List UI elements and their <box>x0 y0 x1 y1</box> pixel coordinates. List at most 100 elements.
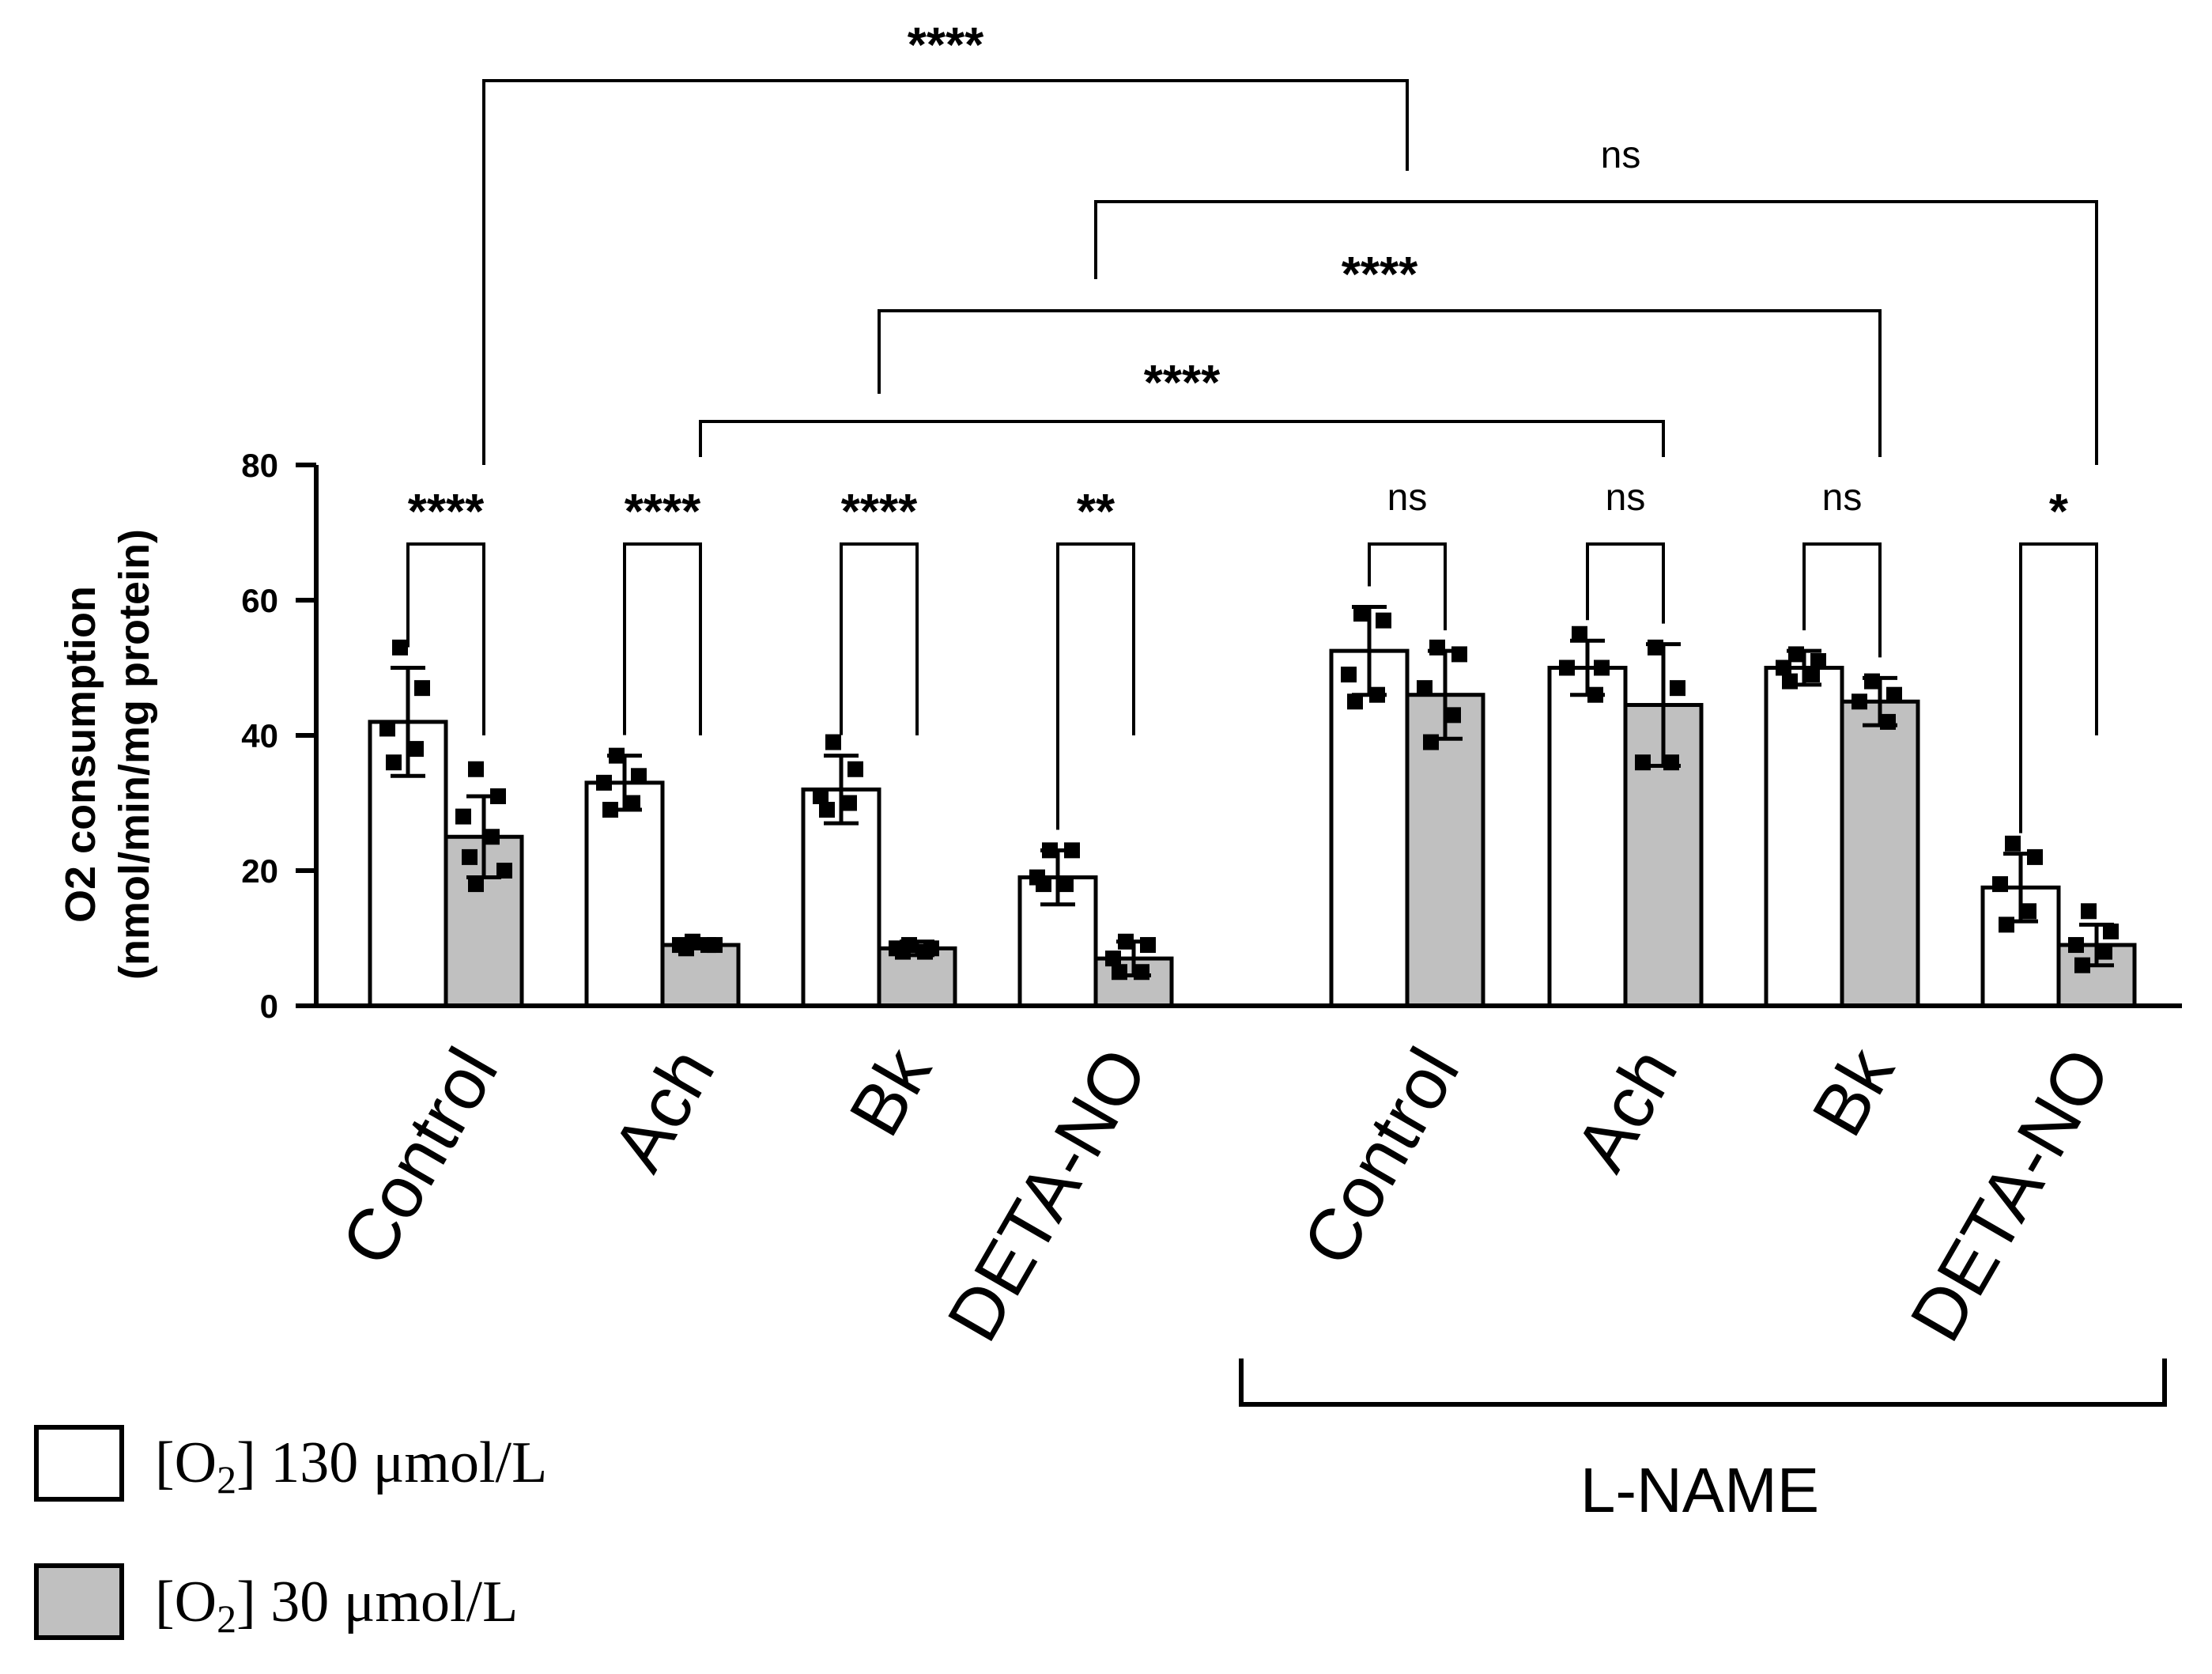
y-tick-label-0: 0 <box>260 988 278 1025</box>
category-label-7: DETA-NO <box>1895 1035 2126 1355</box>
bar-o2-130-4 <box>1329 648 1410 1008</box>
point-o2-130-0-0 <box>392 639 408 656</box>
point-o2-30-0-4 <box>462 848 478 865</box>
legend-swatch-30 <box>34 1563 124 1640</box>
point-o2-130-1-0 <box>609 747 625 764</box>
pair-bracket-4 <box>1368 542 1447 631</box>
point-o2-30-7-3 <box>2097 943 2112 960</box>
bar-o2-30-4 <box>1405 693 1485 1008</box>
point-o2-30-4-0 <box>1429 639 1445 656</box>
point-o2-130-1-4 <box>602 802 618 818</box>
point-o2-30-0-5 <box>496 863 512 879</box>
legend-label-30: [O2] 30 μmol/L <box>155 1570 518 1641</box>
point-o2-30-0-6 <box>468 876 484 893</box>
category-label-5: Ach <box>1561 1035 1693 1184</box>
point-o2-30-3-0 <box>1118 933 1134 950</box>
legend-label-130-subscript: 2 <box>217 1457 236 1502</box>
point-o2-130-2-1 <box>847 761 863 777</box>
bars-layer <box>368 648 2137 1008</box>
significance-brackets-layer: **** **** **** ** ns ns ns *****ns******** <box>406 18 2098 833</box>
cross-bracket-0 <box>482 79 1409 465</box>
point-o2-130-6-2 <box>1776 659 1791 676</box>
point-o2-130-6-0 <box>1788 646 1804 663</box>
legend-label-130-suffix: ] 130 μmol/L <box>236 1430 547 1495</box>
point-o2-130-2-3 <box>841 795 857 811</box>
legend-label-30-suffix: ] 30 μmol/L <box>236 1570 518 1634</box>
point-o2-130-0-4 <box>386 754 402 771</box>
bar-o2-130-5 <box>1547 666 1628 1008</box>
point-o2-30-4-1 <box>1451 646 1467 663</box>
point-o2-30-6-1 <box>1886 686 1902 703</box>
pair-significance-4: ns <box>1387 477 1428 519</box>
point-o2-130-7-2 <box>1992 876 2008 893</box>
point-o2-130-4-3 <box>1369 686 1385 703</box>
point-o2-130-5-1 <box>1594 659 1610 676</box>
pair-bracket-5 <box>1586 542 1665 624</box>
point-o2-30-7-4 <box>2074 957 2090 973</box>
point-o2-130-4-1 <box>1376 612 1391 629</box>
point-o2-130-2-2 <box>813 788 829 804</box>
point-o2-130-4-2 <box>1341 667 1357 683</box>
point-o2-130-5-3 <box>1587 686 1603 703</box>
cross-significance-2: **** <box>1342 248 1418 302</box>
y-tick-label-2: 40 <box>241 717 278 754</box>
cross-bracket-2 <box>878 309 1882 457</box>
point-o2-130-7-3 <box>2021 903 2036 920</box>
point-o2-30-0-0 <box>468 761 484 777</box>
cross-bracket-1 <box>1094 200 2098 465</box>
point-o2-130-5-2 <box>1559 659 1575 676</box>
legend-label-130-prefix: [O <box>155 1430 217 1495</box>
pair-bracket-3 <box>1056 542 1135 830</box>
point-o2-130-1-3 <box>625 795 640 811</box>
point-o2-130-6-4 <box>1782 673 1798 690</box>
point-o2-130-3-0 <box>1042 842 1058 859</box>
point-o2-30-6-0 <box>1864 673 1880 690</box>
point-o2-30-5-0 <box>1648 639 1663 656</box>
point-o2-130-7-4 <box>1999 916 2014 933</box>
y-tick-label-4: 80 <box>241 447 278 484</box>
point-o2-130-3-1 <box>1064 842 1080 859</box>
cross-bracket-3 <box>699 420 1665 457</box>
category-label-0: Control <box>327 1035 514 1279</box>
point-o2-30-7-2 <box>2068 937 2084 954</box>
l-name-group-label: L-NAME <box>1580 1455 1819 1525</box>
point-o2-30-4-2 <box>1417 680 1433 697</box>
legend-label-30-subscript: 2 <box>217 1597 236 1641</box>
point-o2-30-3-2 <box>1105 950 1121 967</box>
point-o2-30-2-3 <box>917 943 933 960</box>
pair-bracket-6 <box>1802 542 1882 658</box>
point-o2-130-1-2 <box>596 774 612 791</box>
point-o2-30-3-1 <box>1140 937 1156 954</box>
pair-bracket-0 <box>406 542 485 735</box>
category-label-2: Bk <box>834 1034 947 1149</box>
point-o2-130-7-1 <box>2027 848 2043 865</box>
point-o2-30-6-2 <box>1852 693 1867 710</box>
legend-swatch-130 <box>34 1425 124 1502</box>
point-o2-30-4-4 <box>1423 734 1439 750</box>
y-tick-label-1: 20 <box>241 852 278 890</box>
point-o2-30-5-1 <box>1670 680 1685 697</box>
category-label-1: Ach <box>598 1035 730 1184</box>
point-o2-130-6-3 <box>1804 667 1820 683</box>
point-o2-130-3-3 <box>1058 876 1074 893</box>
l-name-group-bracket <box>1239 1358 2167 1407</box>
pair-significance-6: ns <box>1822 477 1863 519</box>
y-tick-label-3: 60 <box>241 582 278 619</box>
point-o2-130-0-2 <box>379 720 395 737</box>
pair-significance-3: ** <box>1077 485 1115 539</box>
point-o2-130-3-4 <box>1036 876 1051 893</box>
legend-label-130: [O2] 130 μmol/L <box>155 1430 547 1502</box>
point-o2-30-5-2 <box>1635 754 1651 771</box>
bar-o2-130-6 <box>1764 666 1844 1008</box>
pair-bracket-2 <box>840 542 919 735</box>
bar-o2-130-1 <box>584 780 665 1008</box>
point-o2-30-1-4 <box>678 940 694 957</box>
bar-o2-30-6 <box>1840 699 1920 1008</box>
point-o2-30-2-4 <box>895 943 911 960</box>
bar-o2-30-1 <box>660 943 741 1008</box>
legend-label-30-prefix: [O <box>155 1570 217 1634</box>
y-axis-title-line2: (nmol/min/mg protein) <box>111 529 158 980</box>
point-o2-130-4-4 <box>1347 693 1363 710</box>
y-axis-title-line1: O2 consumption <box>57 586 104 923</box>
point-o2-130-4-0 <box>1353 606 1369 622</box>
